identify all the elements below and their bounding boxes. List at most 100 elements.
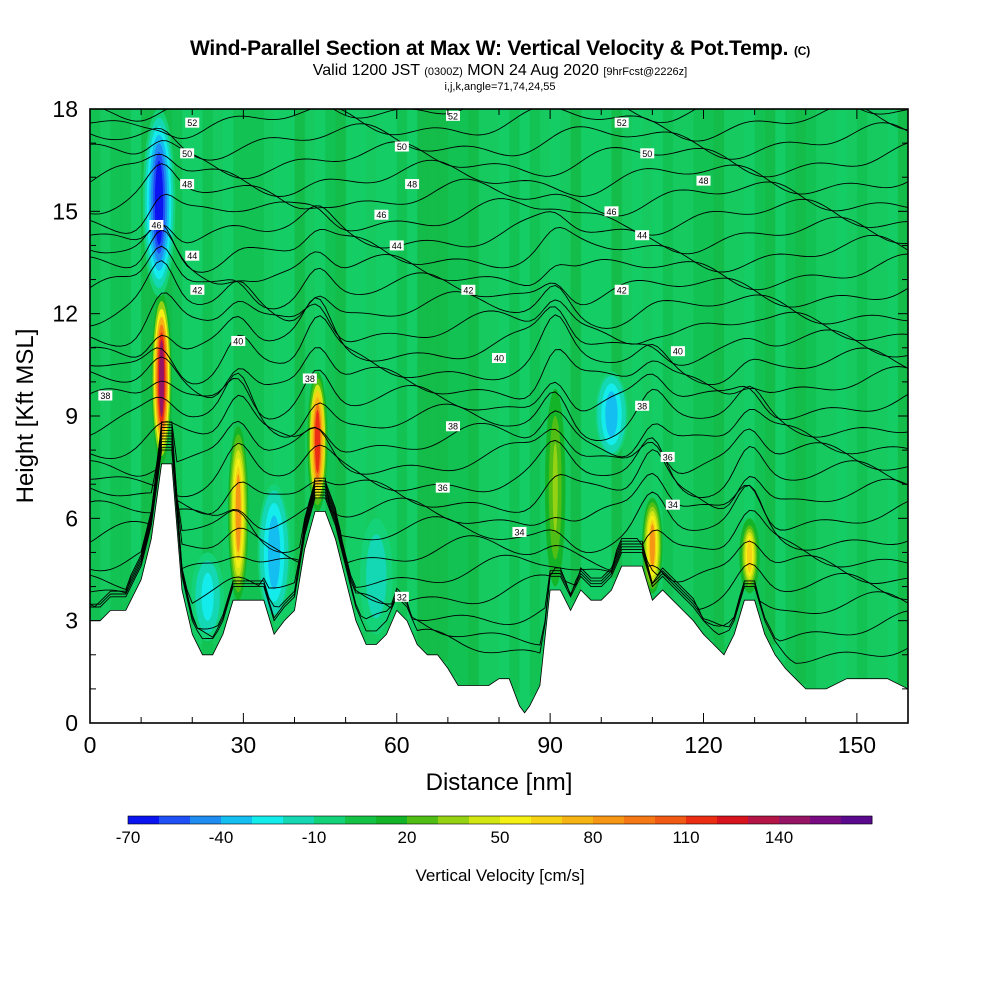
colorbar-tick-label: -70 — [116, 828, 141, 847]
downdraft-core — [607, 395, 616, 434]
field-band — [887, 109, 899, 682]
valid-time: Valid 1200 JST — [312, 62, 420, 79]
theta-label: 44 — [185, 250, 200, 261]
colorbar-swatch — [779, 816, 811, 824]
theta-label: 44 — [635, 230, 650, 241]
theta-label: 46 — [604, 206, 619, 217]
theta-label-bg — [635, 230, 650, 241]
field-band — [274, 109, 285, 628]
theta-label-bg — [660, 451, 675, 462]
updraft-core — [159, 340, 165, 417]
theta-label-text: 52 — [617, 118, 627, 128]
field-band — [182, 109, 193, 613]
theta-label: 50 — [180, 148, 195, 159]
theta-label-bg — [492, 353, 506, 364]
downdraft-core — [372, 550, 381, 603]
theta-label-text: 44 — [187, 251, 197, 261]
field-band — [253, 109, 265, 601]
field-band — [243, 109, 255, 601]
field-band — [519, 109, 531, 713]
theta-label-text: 48 — [182, 180, 192, 190]
downdraft-core — [203, 576, 212, 617]
field-band — [601, 109, 613, 596]
theta-contour-line — [90, 223, 908, 273]
field-band — [580, 109, 592, 596]
theta-contour-line — [90, 245, 908, 310]
theta-contour-line — [90, 432, 908, 554]
copyright-mark: (C) — [793, 44, 811, 58]
title-block: Wind-Parallel Section at Max W: Vertical… — [0, 37, 1000, 94]
y-tick-label: 18 — [52, 96, 78, 122]
theta-contour-line — [90, 449, 908, 664]
field-band — [355, 109, 367, 633]
field-band — [222, 109, 234, 618]
theta-label-text: 48 — [698, 176, 708, 186]
field-band — [877, 109, 889, 679]
field-band — [90, 109, 101, 621]
theta-label-text: 52 — [187, 118, 197, 128]
theta-label: 32 — [394, 591, 409, 602]
theta-label-text: 50 — [642, 149, 652, 159]
field-band — [304, 109, 316, 531]
downdraft-core — [154, 160, 164, 246]
theta-contour-line — [90, 314, 908, 386]
chart-title-text: Wind-Parallel Section at Max W: Vertical… — [189, 37, 789, 60]
x-axis-label: Distance [nm] — [426, 769, 573, 796]
field-band — [734, 109, 745, 618]
theta-label-text: 38 — [100, 391, 110, 401]
x-tick-label: 30 — [231, 732, 257, 758]
colorbar-swatch — [748, 816, 780, 824]
theta-label: 38 — [445, 421, 460, 432]
theta-label: 42 — [190, 284, 205, 295]
field-band — [437, 109, 449, 662]
theta-label: 40 — [492, 353, 506, 364]
field-band — [611, 109, 623, 579]
chart-subtitle: Valid 1200 JST (0300Z) MON 24 Aug 2020 [… — [0, 62, 1000, 81]
colorbar-tick-label: 110 — [672, 828, 699, 847]
theta-contour-line — [90, 429, 908, 531]
colorbar-swatch — [159, 816, 191, 824]
theta-label-bg — [604, 206, 619, 217]
forecast-info: [9hrFcst@2226z] — [603, 66, 688, 78]
field-band — [713, 109, 725, 650]
theta-label-bg — [635, 400, 650, 411]
field-band — [406, 109, 418, 633]
theta-label-text: 38 — [305, 374, 315, 384]
colorbar-swatch — [593, 816, 625, 824]
updraft-core — [746, 538, 753, 573]
theta-contour-line — [90, 369, 908, 421]
field-band — [386, 109, 398, 623]
theta-label: 46 — [149, 219, 164, 230]
colorbar-swatch — [810, 816, 842, 824]
x-tick-label: 0 — [84, 732, 97, 758]
colorbar-swatch — [717, 816, 749, 824]
theta-label: 34 — [665, 499, 680, 510]
field-band — [744, 109, 756, 601]
theta-contour-line — [90, 193, 908, 236]
theta-label: 48 — [180, 179, 195, 190]
theta-label-text: 34 — [514, 527, 524, 537]
field-band — [417, 109, 429, 650]
field-band — [212, 109, 224, 645]
theta-label-bg — [614, 284, 629, 295]
theta-label-text: 42 — [463, 285, 473, 295]
theta-contour-line — [90, 438, 908, 590]
theta-label-bg — [302, 373, 317, 384]
theta-label: 34 — [512, 526, 527, 537]
theta-contour-line — [90, 394, 908, 460]
theta-label-text: 38 — [448, 422, 458, 432]
colorbar-swatch — [562, 816, 594, 824]
theta-label-text: 42 — [192, 285, 202, 295]
y-tick-label: 15 — [52, 198, 78, 224]
theta-label-text: 50 — [397, 142, 407, 152]
field-band — [815, 109, 827, 689]
field-band — [468, 109, 480, 686]
field-band — [856, 109, 868, 679]
field-band — [488, 109, 500, 683]
theta-contour-line — [90, 205, 908, 255]
colorbar-swatch — [841, 816, 873, 824]
theta-label-text: 44 — [392, 241, 402, 251]
field-band — [130, 109, 142, 590]
theta-label-bg — [670, 346, 685, 357]
theta-label-text: 42 — [617, 285, 627, 295]
